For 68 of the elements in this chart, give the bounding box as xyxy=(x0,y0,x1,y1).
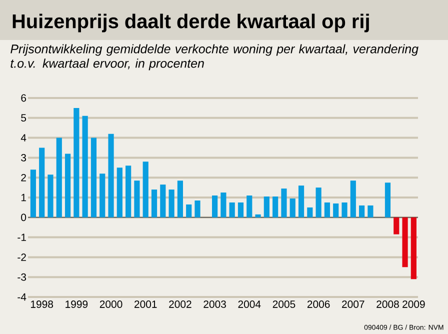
bar xyxy=(298,186,304,218)
bar xyxy=(177,180,183,218)
bar xyxy=(151,190,158,218)
bar xyxy=(410,217,416,280)
y-tick-label: 4 xyxy=(20,134,26,142)
bar xyxy=(168,190,174,218)
bar xyxy=(30,170,36,218)
chart-title: Huizenprijs daalt derde kwartaal op rij xyxy=(12,14,369,32)
bar xyxy=(64,154,71,218)
bar xyxy=(108,134,114,218)
bar xyxy=(342,202,348,218)
bar xyxy=(307,207,313,218)
bar xyxy=(246,196,252,218)
x-tick-label: 2002 xyxy=(169,300,192,308)
bar xyxy=(264,196,270,218)
x-tick-label: 2008 xyxy=(376,300,399,308)
y-tick-label: 1 xyxy=(21,194,26,202)
bar xyxy=(194,200,200,218)
y-tick-label: -4 xyxy=(18,293,26,301)
y-tick-label: -3 xyxy=(18,273,26,281)
y-tick-label: 5 xyxy=(21,114,26,122)
bar xyxy=(394,217,400,234)
x-tick-label: 2003 xyxy=(204,300,226,308)
x-tick-label: 2006 xyxy=(307,300,330,308)
bar xyxy=(74,108,80,218)
bar xyxy=(333,203,339,218)
bar xyxy=(212,196,218,218)
bar xyxy=(82,116,88,218)
bar xyxy=(100,174,106,218)
bar xyxy=(238,202,244,218)
bar xyxy=(90,138,97,218)
x-tick-label: 2007 xyxy=(342,300,364,308)
bar xyxy=(290,198,296,218)
y-tick-label: 3 xyxy=(21,154,26,162)
x-tick-label: 2004 xyxy=(238,300,261,308)
x-tick-label: 2001 xyxy=(134,300,157,308)
y-tick-label: 6 xyxy=(21,94,26,102)
bar xyxy=(368,205,374,218)
x-tick-label: 2005 xyxy=(272,300,296,308)
bar xyxy=(316,188,322,218)
bar xyxy=(39,148,45,218)
y-tick-label: -2 xyxy=(18,254,26,261)
bar xyxy=(255,214,261,218)
bar xyxy=(186,204,192,218)
x-tick-label: 2009 xyxy=(402,300,425,308)
bar xyxy=(220,192,226,218)
bar xyxy=(134,180,140,218)
bar xyxy=(142,162,148,218)
x-tick-label: 2000 xyxy=(100,300,122,308)
chart-subtitle: Prijsontwikkeling gemiddelde verkochte woning per kwartaal, verandering t.o.v. kwartaal ervoor, in procenten xyxy=(10,44,418,70)
x-tick-label: 1999 xyxy=(66,300,88,308)
bar xyxy=(281,188,287,218)
bar xyxy=(350,180,356,218)
bar xyxy=(384,182,391,218)
bar xyxy=(229,202,235,218)
x-tick-label: 1998 xyxy=(31,300,54,308)
bar xyxy=(56,138,62,218)
y-tick-label: 0 xyxy=(21,214,26,222)
bar xyxy=(324,202,330,218)
bar xyxy=(272,196,278,218)
bar xyxy=(48,174,54,218)
y-tick-label: -1 xyxy=(18,234,26,241)
bar xyxy=(160,184,166,218)
bar xyxy=(402,217,408,268)
bar xyxy=(116,168,122,218)
bar xyxy=(359,205,365,218)
bar xyxy=(126,166,132,218)
y-tick-label: 2 xyxy=(21,174,26,182)
